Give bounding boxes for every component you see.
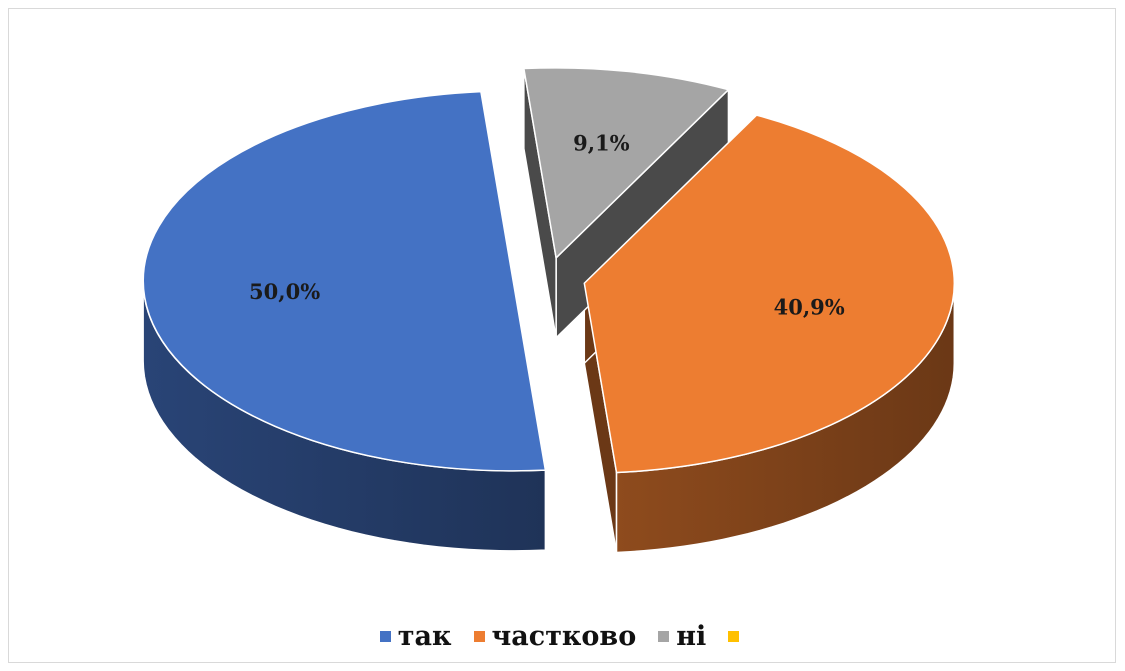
data-label-tak: 50,0% [249,279,320,304]
legend-label-tak: так [397,621,452,652]
pie-tops [142,67,955,474]
data-label-ni: 9,1% [573,130,630,155]
legend-label-chastkovo: частково [491,621,637,652]
slice-tak [142,90,547,472]
legend-swatch-ni [658,631,670,642]
pie-chart: 50,0% 40,9% 9,1% [142,67,956,554]
slice-chastkovo [583,114,955,474]
legend-swatch-empty [728,631,740,642]
legend-swatch-chastkovo [473,631,485,642]
legend-item-empty [728,631,746,642]
legend-label-ni: ні [676,621,707,652]
data-label-chastkovo: 40,9% [774,295,845,320]
legend: так частково ні [9,621,1117,652]
legend-item-tak: так [379,621,452,652]
chart-area: 50,0% 40,9% 9,1% так частково ні [8,8,1116,663]
legend-item-chastkovo: частково [473,621,637,652]
legend-item-ni: ні [658,621,706,652]
legend-swatch-tak [379,631,391,642]
slice-ni [522,67,730,260]
